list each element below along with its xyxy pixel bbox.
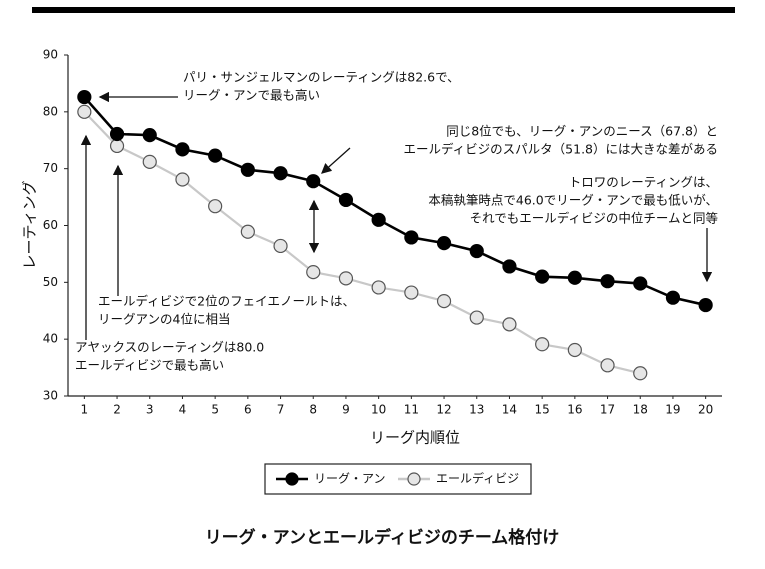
- x-tick-label: 8: [309, 403, 317, 417]
- data-point: [77, 104, 92, 119]
- data-point: [142, 128, 157, 143]
- legend-label: リーグ・アン: [314, 472, 386, 486]
- annotation: エールディビジで2位のフェイエノールトは、: [98, 294, 355, 309]
- x-tick-label: 10: [371, 403, 386, 417]
- x-tick-label: 1: [81, 403, 89, 417]
- x-tick-label: 15: [535, 403, 550, 417]
- y-tick-label: 40: [43, 332, 58, 346]
- data-point: [567, 342, 582, 358]
- x-tick-label: 2: [113, 403, 121, 417]
- data-point: [436, 236, 452, 251]
- x-tick-label: 19: [665, 403, 680, 417]
- data-point: [338, 271, 354, 286]
- data-point: [109, 138, 125, 154]
- data-point: [306, 265, 321, 280]
- y-tick-label: 70: [43, 161, 58, 175]
- y-tick-label: 60: [43, 218, 58, 232]
- data-point: [77, 89, 92, 105]
- annotation: 同じ8位でも、リーグ・アンのニース（67.8）と: [446, 124, 718, 139]
- annotation: リーグ・アンで最も高い: [183, 88, 320, 103]
- data-point: [273, 166, 288, 181]
- data-point: [208, 199, 223, 214]
- data-point: [633, 366, 648, 381]
- data-point: [240, 224, 255, 239]
- y-tick-label: 50: [43, 275, 58, 289]
- data-point: [567, 270, 582, 285]
- data-point: [535, 337, 550, 352]
- data-point: [142, 154, 157, 169]
- x-tick-label: 13: [469, 403, 484, 417]
- x-tick-label: 3: [146, 403, 154, 417]
- x-tick-label: 4: [179, 403, 187, 417]
- legend-marker: [285, 472, 299, 486]
- annotation: それでもエールディビジの中位チームと同等: [470, 211, 718, 226]
- data-point: [665, 290, 681, 305]
- annotation: リーグアンの4位に相当: [98, 312, 230, 327]
- data-point: [208, 148, 223, 163]
- legend-label: エールディビジ: [436, 471, 519, 486]
- data-point: [502, 317, 517, 332]
- data-point: [338, 192, 354, 208]
- y-axis-label: レーティング: [21, 180, 39, 269]
- data-point: [371, 280, 386, 295]
- x-axis-label: リーグ内順位: [370, 429, 460, 447]
- data-point: [469, 310, 484, 325]
- x-tick-label: 6: [244, 403, 252, 417]
- legend-marker: [407, 472, 421, 486]
- x-tick-label: 14: [502, 403, 517, 417]
- annotation: パリ・サンジェルマンのレーティングは82.6で、: [183, 70, 460, 85]
- data-point: [535, 269, 550, 284]
- data-point: [273, 238, 288, 254]
- data-point: [404, 230, 419, 245]
- annotation: トロワのレーティングは、: [569, 175, 718, 190]
- data-point: [600, 358, 615, 373]
- x-tick-label: 17: [600, 403, 615, 417]
- data-point: [469, 243, 484, 259]
- data-point: [175, 172, 190, 187]
- top-bar: [32, 7, 735, 13]
- x-tick-label: 7: [277, 403, 285, 417]
- x-tick-label: 11: [404, 403, 419, 417]
- data-point: [633, 276, 648, 291]
- annotation: 本稿執筆時点で46.0でリーグ・アンで最も低いが、: [428, 193, 718, 208]
- y-tick-label: 90: [43, 48, 58, 62]
- chart-title: リーグ・アンとエールディビジのチーム格付け: [205, 527, 560, 548]
- data-point: [436, 293, 452, 309]
- data-point: [371, 212, 386, 227]
- x-tick-label: 5: [211, 403, 219, 417]
- arrow: [321, 147, 351, 174]
- x-tick-label: 12: [436, 403, 451, 417]
- x-tick-label: 9: [342, 403, 350, 417]
- x-tick-label: 16: [567, 403, 582, 417]
- data-point: [404, 285, 419, 300]
- x-tick-label: 20: [698, 403, 713, 417]
- data-point: [240, 162, 255, 177]
- data-point: [175, 142, 190, 157]
- annotation: エールディビジで最も高い: [75, 358, 224, 373]
- data-point: [502, 259, 517, 274]
- y-tick-label: 30: [43, 389, 58, 403]
- data-point: [600, 274, 615, 289]
- x-tick-label: 18: [633, 403, 648, 417]
- y-tick-label: 80: [43, 104, 58, 118]
- annotation: アヤックスのレーティングは80.0: [75, 340, 264, 355]
- annotation: エールディビジのスパルタ（51.8）には大きな差がある: [404, 142, 718, 157]
- data-point: [306, 174, 321, 189]
- data-point: [698, 297, 713, 313]
- data-point: [109, 126, 125, 142]
